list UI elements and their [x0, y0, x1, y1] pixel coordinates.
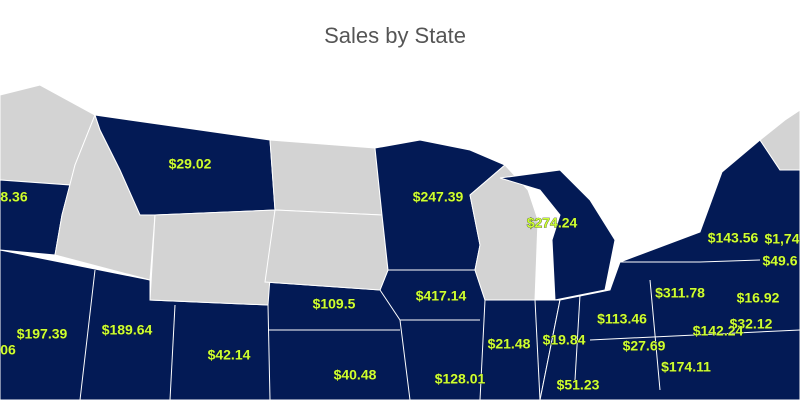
map-title: Sales by State: [324, 23, 466, 48]
state-label: $51.23: [557, 377, 600, 393]
state-label: $1,74: [764, 231, 799, 247]
state-label: $274.24: [527, 215, 578, 231]
state-label: 06: [0, 342, 16, 358]
state-label: $42.14: [208, 347, 251, 363]
state: [149, 209, 276, 306]
state-label: $109.5: [313, 296, 356, 312]
state-label: $113.46: [597, 311, 647, 327]
state-label: $142.24: [693, 323, 744, 339]
state-label: $49.6: [762, 253, 797, 269]
state-labels: 8.36 $29.02 $247.39 $274.24 $143.56 $1,74 $49.…: [0, 155, 800, 393]
state-label: $29.02: [169, 156, 212, 172]
state-label: $143.56: [708, 230, 759, 246]
state-label: $40.48: [334, 367, 377, 383]
states: [0, 84, 800, 400]
state: [264, 209, 389, 291]
state-label: $128.01: [435, 371, 486, 387]
state-label: $417.14: [416, 288, 467, 304]
state-label: $32.12: [730, 316, 773, 332]
state-label: $189.64: [102, 322, 153, 338]
state-label: $16.92: [737, 290, 780, 306]
state-label: $311.78: [655, 285, 705, 301]
state: [269, 139, 383, 216]
state: [759, 109, 800, 171]
state-label: $247.39: [413, 189, 464, 205]
state-label: $21.48: [488, 336, 531, 352]
state-label: $174.11: [661, 359, 711, 375]
state-label: $19.84: [543, 332, 586, 348]
state-label: 8.36: [0, 189, 27, 205]
state-label: $197.39: [17, 326, 68, 342]
state-borders: [79, 259, 800, 400]
state-label: $27.69: [623, 338, 666, 354]
